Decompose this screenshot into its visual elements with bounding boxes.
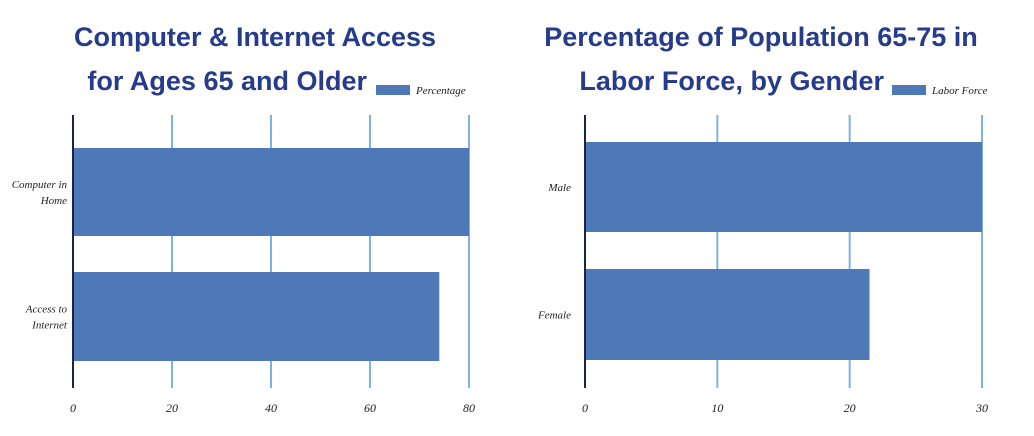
category-label: Female <box>537 310 571 322</box>
x-tick-label: 30 <box>975 401 988 415</box>
chart-2: Percentage of Population 65-75 in Labor F… <box>537 22 988 415</box>
legend-label: Labor Force <box>931 85 988 97</box>
bar <box>585 142 982 232</box>
category-label: Access to Internet <box>25 304 68 332</box>
chart-title-line: Labor Force, by Gender <box>579 66 884 96</box>
x-tick-label: 60 <box>364 401 376 415</box>
chart-title-line: for Ages 65 and Older <box>87 66 367 96</box>
bar <box>585 269 870 360</box>
x-tick-label: 0 <box>582 401 588 415</box>
category-label: Computer in Home <box>12 179 68 207</box>
x-tick-label: 20 <box>166 401 178 415</box>
legend-label: Percentage <box>415 85 466 97</box>
x-tick-label: 20 <box>844 401 856 415</box>
legend-swatch <box>892 85 926 95</box>
category-label: Male <box>547 182 571 194</box>
chart-1: Computer & Internet Access for Ages 65 an… <box>12 22 475 415</box>
bar <box>73 272 440 361</box>
x-tick-label: 80 <box>463 401 475 415</box>
chart-title-line: Computer & Internet Access <box>74 22 436 52</box>
x-tick-label: 40 <box>265 401 277 415</box>
x-tick-label: 0 <box>70 401 76 415</box>
legend-swatch <box>376 85 410 95</box>
chart-title-line: Percentage of Population 65-75 in <box>544 22 978 52</box>
bar <box>73 148 469 236</box>
x-tick-label: 10 <box>711 401 723 415</box>
